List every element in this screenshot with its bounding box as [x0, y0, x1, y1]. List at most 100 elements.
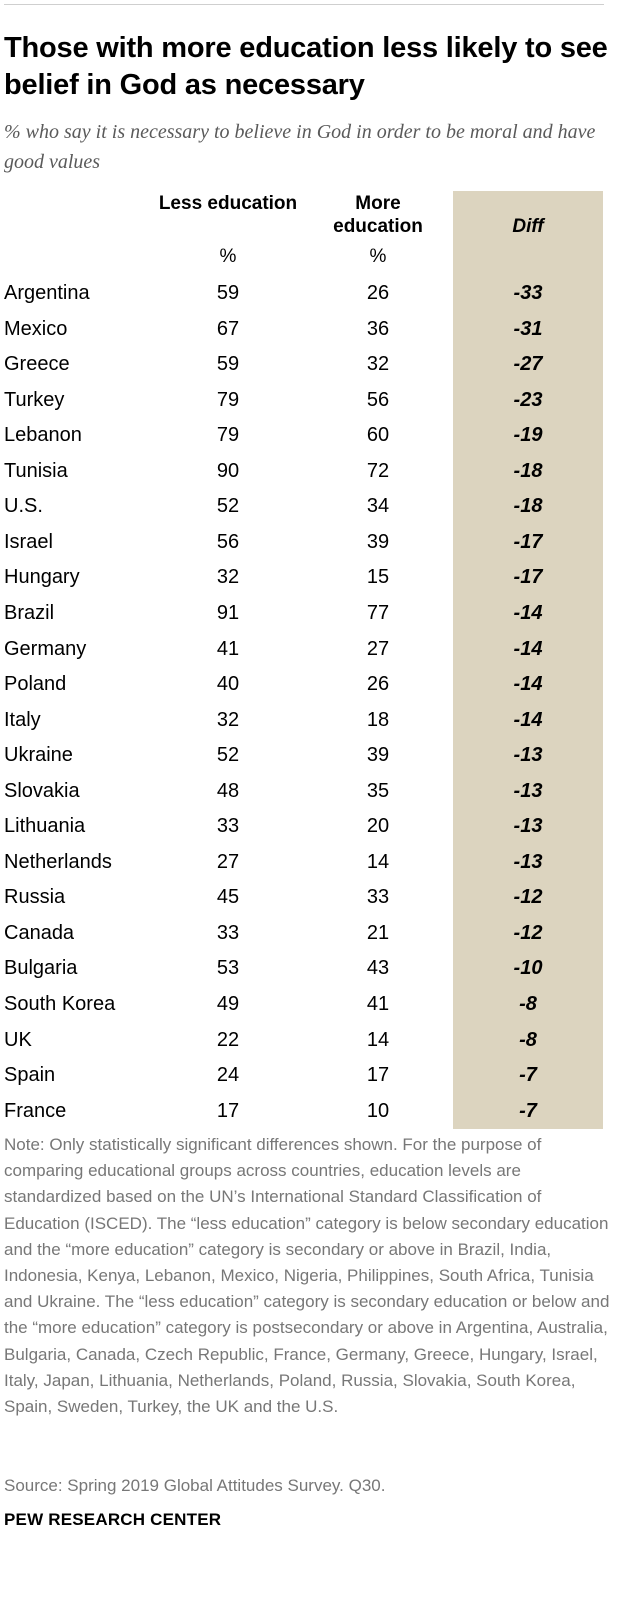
less-education-cell: 33	[216, 921, 240, 944]
diff-cell: -10	[513, 957, 543, 980]
table-row: France 17 10 -7	[0, 1099, 620, 1135]
table-row: Netherlands 27 14 -13	[0, 850, 620, 886]
less-education-cell: 59	[216, 282, 240, 304]
more-education-cell: 72	[366, 459, 390, 482]
table-row: Bulgaria 53 43 -10	[0, 956, 620, 992]
country-cell: Bulgaria	[4, 957, 78, 980]
source-note: Source: Spring 2019 Global Attitudes Sur…	[4, 1476, 386, 1495]
country-cell: Netherlands	[4, 850, 112, 873]
less-education-cell: 45	[216, 886, 240, 909]
diff-cell: -14	[513, 637, 543, 660]
country-cell: Argentina	[4, 282, 90, 304]
table-row: Poland 40 26 -14	[0, 672, 620, 708]
diff-cell: -13	[513, 850, 543, 873]
diff-cell: -17	[513, 566, 543, 589]
table-row: Tunisia 90 72 -18	[0, 459, 620, 495]
table-row: Israel 56 39 -17	[0, 530, 620, 566]
table-row: Argentina 59 26 -33	[0, 281, 620, 317]
diff-header: Diff	[512, 216, 544, 237]
table-row: Lebanon 79 60 -19	[0, 423, 620, 459]
diff-cell: -27	[513, 353, 543, 376]
less-education-cell: 52	[216, 495, 240, 518]
more-education-cell: 26	[366, 282, 390, 304]
more-education-cell: 39	[366, 744, 390, 767]
country-cell: Poland	[4, 673, 67, 696]
more-education-cell: 36	[366, 317, 390, 340]
country-cell: Russia	[4, 886, 66, 909]
more-education-cell: 39	[366, 530, 390, 553]
country-cell: Canada	[4, 921, 75, 944]
more-education-header: More education	[333, 193, 423, 237]
less-education-cell: 32	[216, 566, 240, 589]
less-education-cell: 79	[216, 388, 240, 411]
less-education-header: Less education	[158, 193, 298, 214]
country-cell: Spain	[4, 1064, 56, 1087]
less-education-unit: %	[219, 246, 237, 267]
country-cell: Mexico	[4, 317, 68, 340]
table-row: UK 22 14 -8	[0, 1028, 620, 1064]
diff-cell: -12	[513, 921, 543, 944]
table-row: Germany 41 27 -14	[0, 637, 620, 673]
more-education-cell: 35	[366, 779, 390, 802]
less-education-cell: 40	[216, 673, 240, 696]
table-row: Lithuania 33 20 -13	[0, 814, 620, 850]
table-row: Brazil 91 77 -14	[0, 601, 620, 637]
table-row: Spain 24 17 -7	[0, 1063, 620, 1099]
more-education-cell: 60	[366, 424, 390, 447]
diff-cell: -13	[513, 815, 543, 838]
country-cell: Lithuania	[4, 815, 86, 838]
more-education-cell: 15	[366, 566, 390, 589]
country-cell: Slovakia	[4, 779, 80, 802]
more-education-cell: 26	[366, 673, 390, 696]
diff-column-background	[453, 191, 603, 1129]
diff-cell: -13	[513, 779, 543, 802]
table-row: South Korea 49 41 -8	[0, 992, 620, 1028]
country-cell: Tunisia	[4, 459, 68, 482]
top-rule	[4, 4, 604, 5]
country-cell: Brazil	[4, 601, 55, 624]
less-education-cell: 52	[216, 744, 240, 767]
less-education-cell: 48	[216, 779, 240, 802]
more-education-cell: 21	[366, 921, 390, 944]
diff-cell: -8	[519, 993, 537, 1015]
diff-cell: -17	[513, 530, 543, 553]
less-education-cell: 49	[216, 993, 240, 1015]
more-education-cell: 27	[366, 637, 390, 660]
country-cell: Germany	[4, 637, 87, 660]
table-row: Slovakia 48 35 -13	[0, 779, 620, 815]
country-cell: France	[4, 1099, 67, 1122]
diff-cell: -23	[513, 388, 543, 411]
country-cell: Greece	[4, 353, 70, 376]
diff-cell: -8	[519, 1028, 537, 1051]
less-education-cell: 32	[216, 708, 240, 731]
less-education-cell: 22	[216, 1028, 240, 1051]
country-cell: Lebanon	[4, 424, 82, 447]
less-education-cell: 79	[216, 424, 240, 447]
organization-logo-text: PEW RESEARCH CENTER	[4, 1510, 222, 1529]
diff-cell: -14	[513, 601, 543, 624]
diff-cell: -31	[513, 317, 543, 340]
diff-cell: -14	[513, 673, 543, 696]
country-cell: Turkey	[4, 388, 65, 411]
diff-cell: -13	[513, 744, 543, 767]
less-education-cell: 33	[216, 815, 240, 838]
country-cell: U.S.	[4, 495, 43, 518]
diff-cell: -18	[513, 495, 543, 518]
more-education-cell: 18	[366, 708, 390, 731]
more-education-cell: 32	[366, 353, 390, 376]
diff-cell: -33	[513, 282, 543, 304]
more-education-cell: 33	[366, 886, 390, 909]
country-cell: Italy	[4, 708, 41, 731]
less-education-cell: 91	[216, 601, 240, 624]
more-education-cell: 77	[366, 601, 390, 624]
less-education-cell: 27	[216, 850, 240, 873]
table-row: Mexico 67 36 -31	[0, 317, 620, 353]
less-education-cell: 90	[216, 459, 240, 482]
table-row: U.S. 52 34 -18	[0, 494, 620, 530]
more-education-cell: 56	[366, 388, 390, 411]
table-row: Ukraine 52 39 -13	[0, 743, 620, 779]
less-education-cell: 24	[216, 1064, 240, 1087]
more-education-cell: 41	[366, 993, 390, 1015]
diff-cell: -14	[513, 708, 543, 731]
more-education-cell: 14	[366, 850, 390, 873]
